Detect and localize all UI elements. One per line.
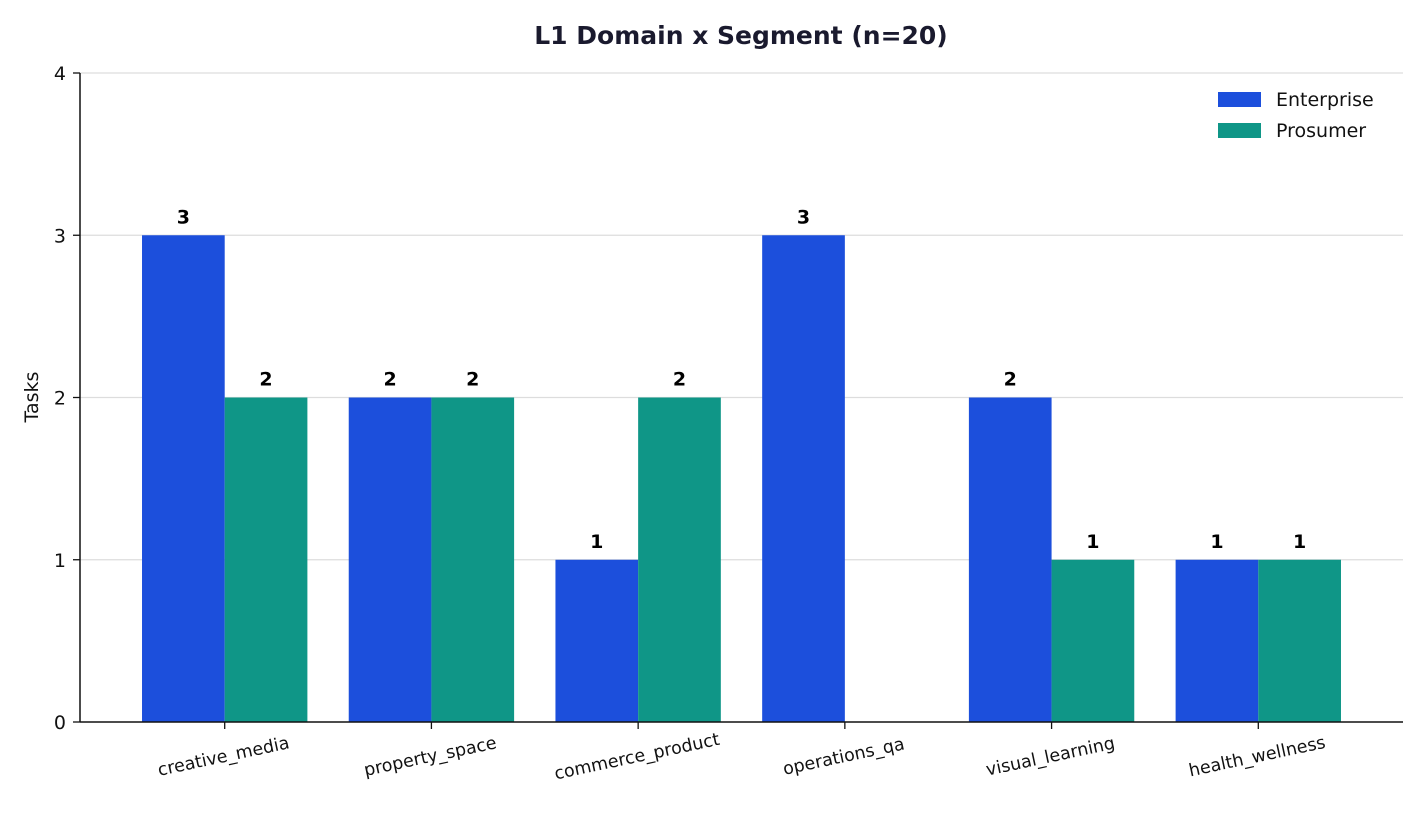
legend-swatch: [1218, 123, 1261, 138]
data-label: 1: [590, 531, 603, 553]
bar: [968, 397, 1052, 722]
y-tick-label: 2: [54, 388, 66, 410]
bar: [762, 235, 845, 722]
bars: [142, 235, 1341, 722]
legend-label: Prosumer: [1276, 120, 1366, 142]
bar: [431, 397, 515, 722]
y-tick-label: 0: [54, 712, 66, 734]
bar: [1258, 559, 1341, 722]
y-tick-label: 4: [54, 63, 66, 85]
x-tick-label: health_wellness: [1187, 733, 1327, 781]
chart-title: L1 Domain x Segment (n=20): [534, 21, 947, 50]
bar: [1175, 559, 1259, 722]
y-axis-label: Tasks: [21, 372, 43, 424]
data-label: 1: [1086, 531, 1099, 553]
legend: Enterprise Prosumer: [1218, 89, 1374, 142]
y-tick-label: 3: [54, 225, 66, 247]
bar: [348, 397, 432, 722]
y-tick-label: 1: [54, 550, 66, 572]
data-label: 3: [797, 206, 810, 228]
data-label: 2: [1004, 369, 1017, 391]
bar: [555, 559, 639, 722]
legend-label: Enterprise: [1276, 89, 1374, 111]
data-label: 2: [259, 369, 272, 391]
data-labels: 3 2 2 2 1 2 3 2 1 1 1: [177, 206, 1307, 553]
data-label: 2: [383, 369, 396, 391]
data-label: 3: [177, 206, 190, 228]
x-tick-label: visual_learning: [984, 734, 1116, 781]
data-label: 2: [673, 369, 686, 391]
data-label: 2: [466, 369, 479, 391]
x-tick-label: property_space: [362, 733, 498, 781]
bar: [1051, 559, 1135, 722]
bar: [142, 235, 225, 722]
x-tick-label: creative_media: [156, 733, 291, 780]
legend-swatch: [1218, 92, 1261, 107]
x-tick-label: operations_qa: [781, 734, 906, 779]
bar: [224, 397, 308, 722]
bar: [638, 397, 721, 722]
data-label: 1: [1210, 531, 1223, 553]
x-tick-label: commerce_product: [553, 730, 722, 785]
data-label: 1: [1293, 531, 1306, 553]
